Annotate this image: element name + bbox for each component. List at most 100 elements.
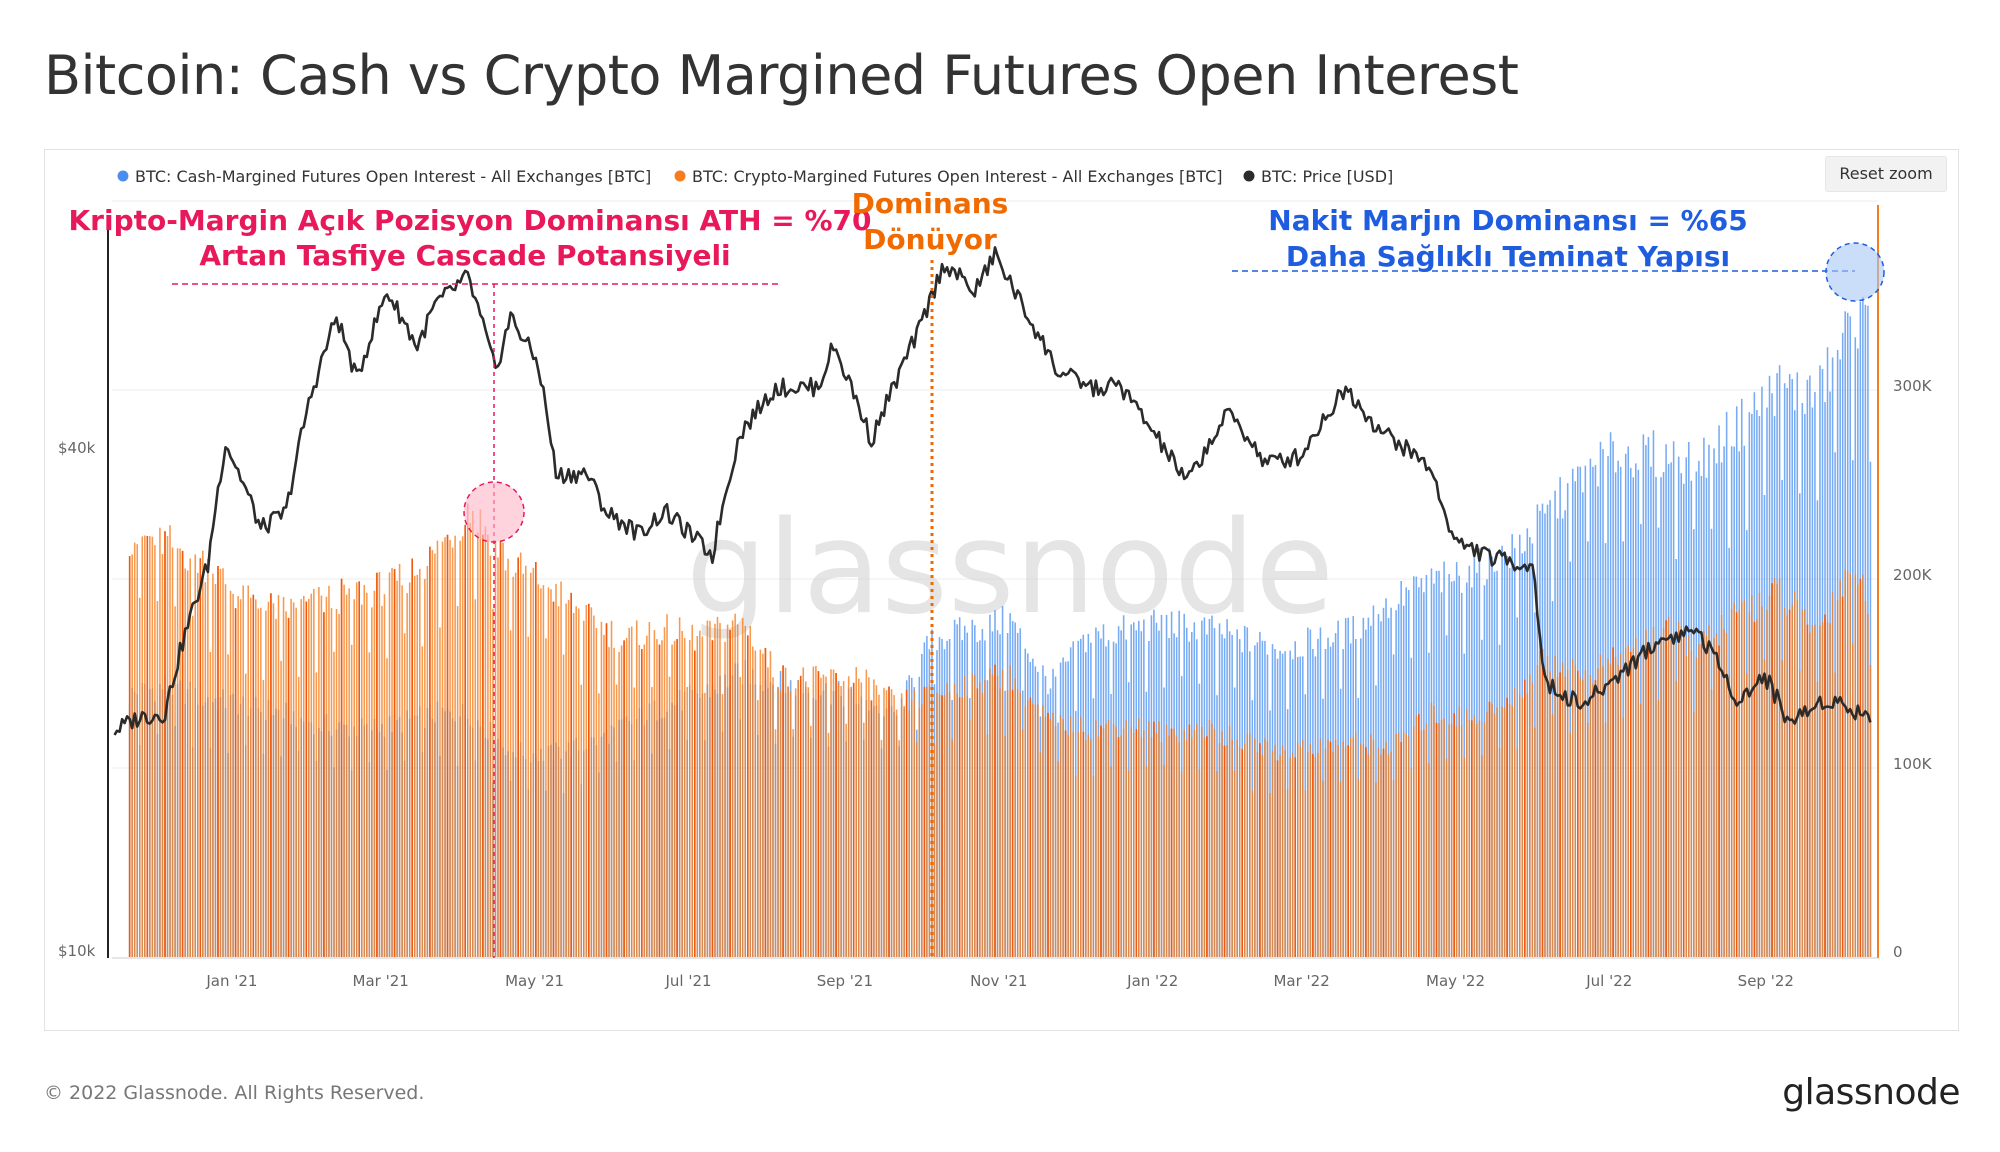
crypto-bar <box>873 679 875 957</box>
crypto-bar <box>355 582 358 957</box>
crypto-bar <box>477 532 479 957</box>
crypto-bar <box>1549 671 1551 957</box>
crypto-bar <box>1776 584 1778 957</box>
crypto-bar <box>792 729 794 957</box>
crypto-bar <box>827 732 830 957</box>
crypto-bar <box>434 553 436 957</box>
crypto-bar <box>1534 727 1536 957</box>
crypto-bar <box>943 695 946 957</box>
crypto-bar <box>620 645 623 957</box>
crypto-bar <box>933 743 936 957</box>
crypto-bar <box>1493 713 1496 957</box>
crypto-bar <box>1324 748 1327 957</box>
crypto-bar <box>1796 599 1799 957</box>
crypto-bar <box>1296 743 1299 957</box>
crypto-bar <box>908 710 910 957</box>
crypto-bar <box>956 693 958 957</box>
crypto-bar <box>1307 752 1309 957</box>
crypto-bar <box>875 685 878 957</box>
crypto-bar <box>479 509 482 957</box>
reset-zoom-button[interactable]: Reset zoom <box>1825 156 1947 192</box>
crypto-bar <box>426 566 429 957</box>
crypto-bar <box>593 615 595 957</box>
legend-item-crypto[interactable]: BTC: Crypto-Margined Futures Open Intere… <box>674 167 1223 186</box>
crypto-bar <box>1584 670 1587 957</box>
crypto-bar <box>1804 609 1806 957</box>
crypto-bar <box>186 570 189 957</box>
crypto-bar <box>625 637 628 957</box>
crypto-bar <box>1052 712 1054 957</box>
crypto-bar <box>1690 650 1693 957</box>
crypto-bar <box>330 608 333 957</box>
legend-item-cash[interactable]: BTC: Cash-Margined Futures Open Interest… <box>117 167 652 186</box>
crypto-bar <box>1377 747 1380 957</box>
crypto-bar <box>353 599 355 957</box>
crypto-bar <box>1269 793 1271 957</box>
crypto-bar <box>557 606 560 957</box>
crypto-bar <box>699 630 701 957</box>
crypto-bar <box>401 585 403 957</box>
crypto-bar <box>229 590 232 957</box>
crypto-bar <box>979 682 981 957</box>
crypto-bar <box>207 558 209 957</box>
crypto-bar <box>1395 733 1397 957</box>
legend-item-price[interactable]: BTC: Price [USD] <box>1243 167 1394 186</box>
crypto-bar <box>1069 716 1072 957</box>
crypto-bar <box>1743 599 1746 957</box>
crypto-bar <box>1322 780 1324 957</box>
crypto-bar <box>1112 724 1115 957</box>
crypto-bar <box>416 574 419 957</box>
crypto-bar <box>1539 651 1541 957</box>
crypto-bar <box>1710 689 1713 957</box>
crypto-bar <box>1642 652 1645 957</box>
crypto-bar <box>666 614 668 957</box>
crypto-bar <box>772 677 774 957</box>
crypto-bar <box>461 536 464 957</box>
crypto-bar <box>1021 729 1024 957</box>
crypto-bar <box>789 691 792 957</box>
crypto-bar <box>857 678 860 957</box>
crypto-bar <box>378 572 381 957</box>
crypto-bar <box>237 596 239 957</box>
crypto-bar <box>598 693 600 957</box>
crypto-bar <box>572 613 575 957</box>
crypto-bar <box>913 689 916 957</box>
crypto-bar <box>424 579 426 957</box>
crypto-bar <box>701 636 704 957</box>
crypto-bar <box>1284 750 1286 957</box>
crypto-bar <box>487 534 489 957</box>
crypto-bar <box>176 548 179 957</box>
crypto-bar <box>1556 676 1559 957</box>
crypto-bar <box>1561 662 1564 957</box>
crypto-bar <box>948 692 951 957</box>
crypto-bar <box>815 665 817 957</box>
crypto-bar <box>1317 752 1319 957</box>
crypto-bar <box>1271 750 1274 957</box>
crypto-bar <box>1256 752 1259 957</box>
crypto-bar <box>757 700 759 957</box>
crypto-bar <box>1413 726 1415 957</box>
crypto-bar <box>1034 704 1037 957</box>
crypto-bar <box>1193 729 1196 957</box>
crypto-bar <box>343 584 345 957</box>
annotation-middle-line1: Dominans <box>852 187 1009 220</box>
crypto-bar <box>618 651 620 957</box>
crypto-bar <box>1635 638 1637 957</box>
crypto-bar <box>1057 761 1059 957</box>
crypto-bar <box>749 626 752 957</box>
crypto-bar <box>300 599 302 957</box>
crypto-bar <box>1203 737 1206 957</box>
crypto-bar <box>133 542 136 957</box>
crypto-bar <box>762 653 764 957</box>
crypto-bar <box>1508 703 1511 957</box>
crypto-bar <box>820 677 822 957</box>
crypto-bar <box>1685 656 1688 957</box>
crypto-bar <box>767 667 769 957</box>
crypto-bar <box>926 686 928 957</box>
crypto-bar <box>1793 591 1796 957</box>
crypto-bar <box>224 584 227 957</box>
crypto-bar <box>928 684 931 957</box>
crypto-bar <box>1809 632 1811 957</box>
crypto-bar <box>1715 633 1718 957</box>
